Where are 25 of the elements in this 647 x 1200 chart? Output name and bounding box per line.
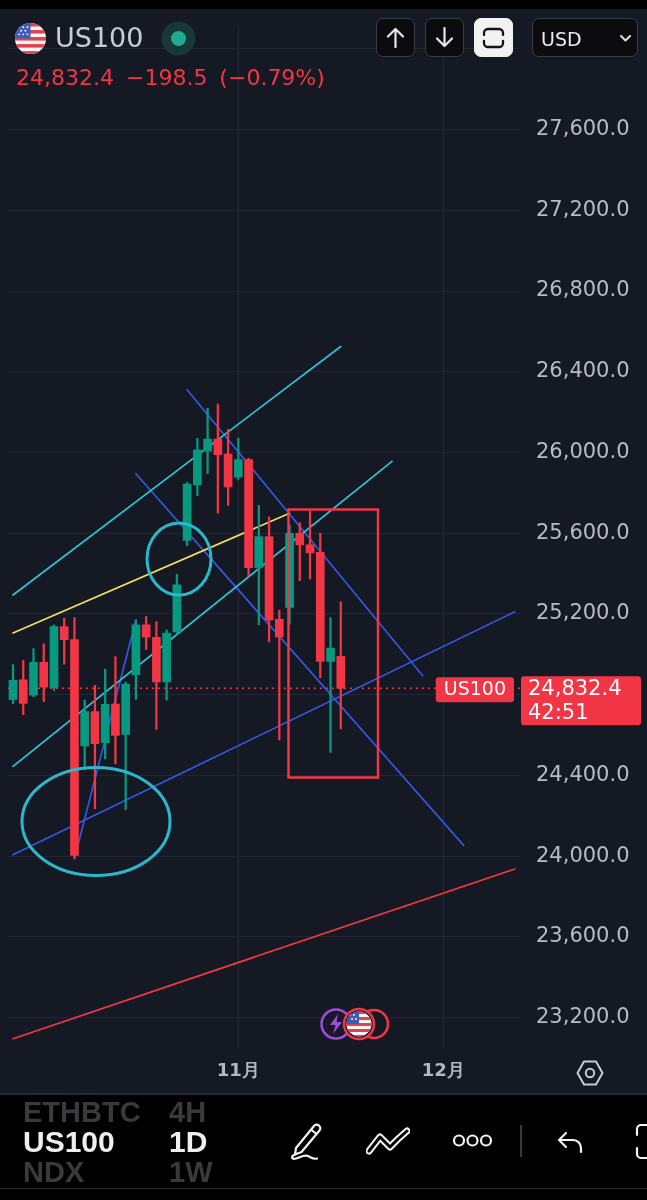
text: 4H [169, 1096, 207, 1128]
text: US100 [23, 1125, 115, 1158]
text: ETHBTC [23, 1096, 141, 1128]
annotation: US100 [443, 676, 506, 699]
y-tick-label: 26,000.0 [536, 438, 630, 463]
text: 24,832.4 −198.5 (−0.79%) [16, 65, 325, 91]
text: 42:51 [528, 699, 589, 724]
x-tick-label: 11月 [216, 1059, 260, 1081]
text: 1W [169, 1156, 213, 1188]
y-tick-label: 26,400.0 [536, 358, 630, 383]
y-tick-label: 26,800.0 [536, 277, 630, 302]
y-tick-label: 25,200.0 [536, 600, 630, 625]
chart-title: US100 [55, 22, 144, 54]
y-tick-label: 25,600.0 [536, 519, 630, 544]
y-tick-label: 23,600.0 [536, 923, 630, 948]
y-tick-label: 27,200.0 [536, 196, 630, 221]
x-tick-label: 12月 [421, 1059, 465, 1081]
text: USD [541, 28, 582, 50]
text: NDX [23, 1156, 85, 1188]
y-tick-label: 23,200.0 [536, 1004, 630, 1029]
text: 1D [169, 1125, 208, 1158]
y-tick-label: 24,400.0 [536, 761, 630, 786]
ref-line-label: 24,832.4 [528, 675, 622, 700]
y-tick-label: 24,000.0 [536, 842, 630, 867]
y-tick-label: 27,600.0 [536, 115, 630, 140]
